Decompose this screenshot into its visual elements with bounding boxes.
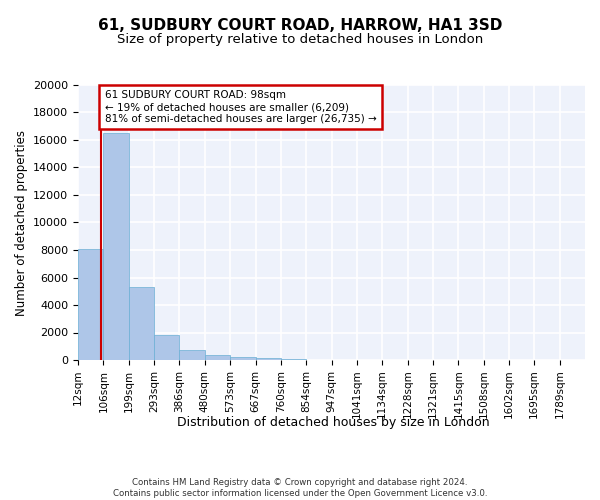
Bar — [128, 287, 154, 360]
Text: Size of property relative to detached houses in London: Size of property relative to detached ho… — [117, 32, 483, 46]
Bar — [281, 358, 306, 360]
Text: 61, SUDBURY COURT ROAD, HARROW, HA1 3SD: 61, SUDBURY COURT ROAD, HARROW, HA1 3SD — [98, 18, 502, 32]
Bar — [205, 355, 230, 360]
Bar — [154, 335, 179, 360]
Bar — [103, 133, 128, 360]
Bar — [256, 358, 281, 360]
Y-axis label: Number of detached properties: Number of detached properties — [14, 130, 28, 316]
Text: 61 SUDBURY COURT ROAD: 98sqm
← 19% of detached houses are smaller (6,209)
81% of: 61 SUDBURY COURT ROAD: 98sqm ← 19% of de… — [104, 90, 376, 124]
Bar — [179, 350, 205, 360]
Bar — [230, 357, 256, 360]
Text: Distribution of detached houses by size in London: Distribution of detached houses by size … — [176, 416, 490, 429]
Bar — [78, 248, 103, 360]
Text: Contains HM Land Registry data © Crown copyright and database right 2024.
Contai: Contains HM Land Registry data © Crown c… — [113, 478, 487, 498]
